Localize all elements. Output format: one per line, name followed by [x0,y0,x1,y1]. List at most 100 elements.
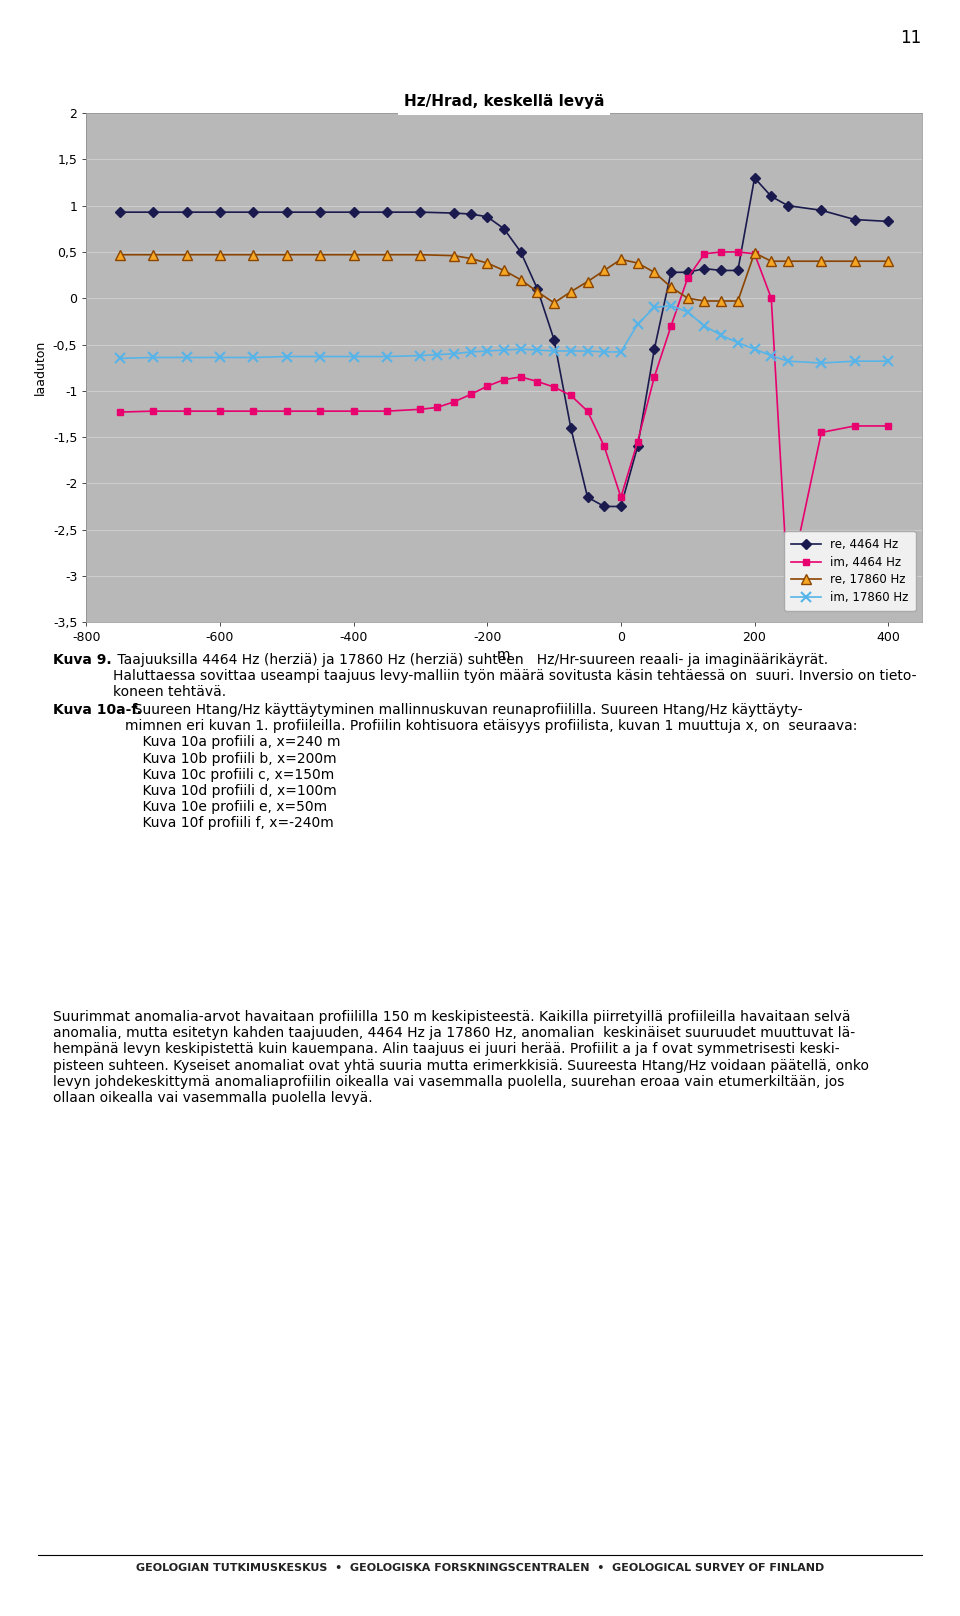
im, 17860 Hz [315,347,326,367]
im, 17860 Hz [148,347,159,367]
re, 4464 Hz [498,220,510,239]
im, 17860 Hz [114,349,126,368]
im, 4464 Hz [882,417,894,436]
im, 17860 Hz [214,347,226,367]
re, 17860 Hz [749,242,760,262]
re, 4464 Hz [598,496,610,516]
im, 4464 Hz [548,378,560,398]
re, 17860 Hz [148,246,159,265]
im, 17860 Hz [699,317,710,336]
re, 17860 Hz [615,249,627,268]
im, 17860 Hz [816,354,828,373]
im, 17860 Hz [565,341,577,360]
im, 4464 Hz [448,393,460,412]
re, 4464 Hz [482,207,493,226]
re, 17860 Hz [765,252,777,271]
im, 4464 Hz [315,401,326,420]
re, 4464 Hz [148,202,159,221]
re, 17860 Hz [281,246,293,265]
im, 17860 Hz [548,341,560,360]
im, 17860 Hz [649,297,660,317]
Line: im, 4464 Hz: im, 4464 Hz [116,249,892,593]
Line: im, 17860 Hz: im, 17860 Hz [115,301,893,368]
re, 4464 Hz [114,202,126,221]
re, 17860 Hz [665,278,677,297]
im, 17860 Hz [482,341,493,360]
re, 4464 Hz [699,259,710,278]
im, 4464 Hz [816,423,828,443]
im, 4464 Hz [180,401,192,420]
Title: Hz/Hrad, keskellä levyä: Hz/Hrad, keskellä levyä [404,94,604,110]
im, 17860 Hz [665,296,677,315]
re, 17860 Hz [498,260,510,280]
re, 4464 Hz [180,202,192,221]
re, 4464 Hz [882,212,894,231]
im, 4464 Hz [649,367,660,386]
re, 4464 Hz [649,339,660,359]
Text: GEOLOGIAN TUTKIMUSKESKUS  •  GEOLOGISKA FORSKNINGSCENTRALEN  •  GEOLOGICAL SURVE: GEOLOGIAN TUTKIMUSKESKUS • GEOLOGISKA FO… [136,1563,824,1572]
im, 4464 Hz [431,398,443,417]
im, 4464 Hz [415,399,426,419]
re, 17860 Hz [482,254,493,273]
re, 17860 Hz [448,246,460,265]
Text: Taajuuksilla 4464 Hz (herziä) ja 17860 Hz (herziä) suhteen   Hz/Hr-suureen reaal: Taajuuksilla 4464 Hz (herziä) ja 17860 H… [113,653,917,700]
im, 4464 Hz [532,372,543,391]
im, 17860 Hz [598,343,610,362]
im, 17860 Hz [615,343,627,362]
re, 17860 Hz [582,271,593,291]
im, 4464 Hz [615,488,627,507]
im, 17860 Hz [749,339,760,359]
im, 4464 Hz [598,436,610,456]
im, 4464 Hz [665,317,677,336]
Line: re, 17860 Hz: re, 17860 Hz [115,247,893,307]
re, 4464 Hz [548,330,560,349]
X-axis label: m: m [497,648,511,663]
im, 17860 Hz [348,347,359,367]
im, 4464 Hz [732,242,744,262]
re, 4464 Hz [448,204,460,223]
im, 4464 Hz [749,244,760,263]
im, 17860 Hz [532,341,543,360]
re, 4464 Hz [415,202,426,221]
im, 17860 Hz [782,351,794,370]
re, 17860 Hz [315,246,326,265]
Y-axis label: laaduton: laaduton [35,339,47,396]
re, 17860 Hz [598,260,610,280]
re, 4464 Hz [532,280,543,299]
re, 17860 Hz [732,291,744,310]
re, 4464 Hz [665,263,677,283]
re, 17860 Hz [715,291,727,310]
im, 4464 Hz [148,401,159,420]
im, 4464 Hz [214,401,226,420]
im, 17860 Hz [632,315,643,335]
im, 4464 Hz [632,431,643,451]
im, 4464 Hz [565,386,577,406]
re, 4464 Hz [465,204,476,223]
im, 17860 Hz [415,346,426,365]
re, 4464 Hz [749,168,760,187]
Legend: re, 4464 Hz, im, 4464 Hz, re, 17860 Hz, im, 17860 Hz: re, 4464 Hz, im, 4464 Hz, re, 17860 Hz, … [784,530,916,611]
re, 17860 Hz [565,283,577,302]
im, 17860 Hz [465,343,476,362]
re, 4464 Hz [315,202,326,221]
re, 17860 Hz [532,283,543,302]
re, 4464 Hz [632,436,643,456]
im, 4464 Hz [348,401,359,420]
im, 4464 Hz [482,377,493,396]
Text: Kuva 10a-f.: Kuva 10a-f. [53,703,142,718]
im, 4464 Hz [381,401,393,420]
Text: Kuva 9.: Kuva 9. [53,653,111,667]
re, 17860 Hz [180,246,192,265]
re, 17860 Hz [682,289,693,309]
re, 4464 Hz [782,196,794,215]
im, 4464 Hz [715,242,727,262]
re, 17860 Hz [515,270,526,289]
re, 17860 Hz [548,292,560,312]
re, 4464 Hz [248,202,259,221]
re, 4464 Hz [732,260,744,280]
re, 4464 Hz [849,210,860,229]
im, 17860 Hz [849,351,860,370]
im, 17860 Hz [682,302,693,322]
im, 17860 Hz [765,346,777,365]
im, 4464 Hz [515,367,526,386]
